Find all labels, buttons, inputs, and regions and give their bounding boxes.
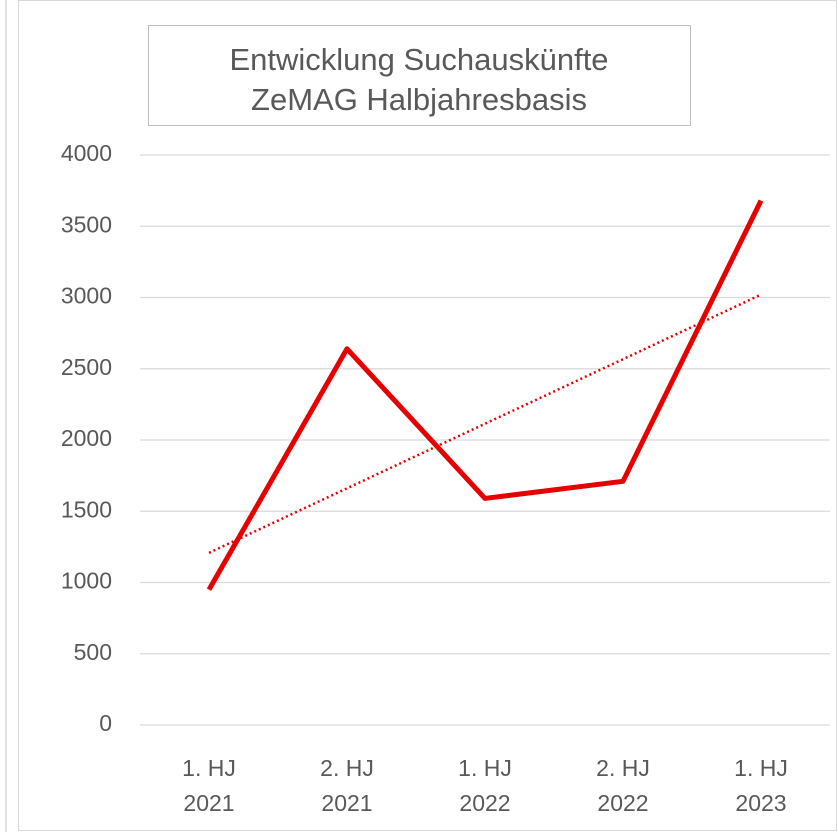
x-tick-label: 1. HJ	[458, 755, 512, 781]
title-box	[148, 25, 691, 126]
y-tick-label: 2500	[61, 354, 112, 380]
chart-title: Entwicklung Suchauskünfte	[229, 42, 608, 77]
y-tick-label: 3000	[61, 283, 112, 309]
y-tick-label: 3500	[61, 211, 112, 237]
x-tick-label: 2021	[321, 790, 372, 816]
chart-frame	[18, 0, 837, 831]
y-tick-label: 0	[99, 710, 112, 736]
x-tick-label: 2023	[735, 790, 786, 816]
x-tick-label: 2. HJ	[596, 755, 650, 781]
y-tick-label: 500	[74, 639, 112, 665]
y-tick-label: 1500	[61, 496, 112, 522]
trendline	[208, 293, 762, 554]
x-tick-label: 2022	[597, 790, 648, 816]
data-line	[206, 199, 764, 591]
y-tick-label: 4000	[61, 140, 112, 166]
y-tick-label: 2000	[61, 425, 112, 451]
chart-title: ZeMAG Halbjahresbasis	[251, 82, 587, 117]
x-tick-label: 2022	[459, 790, 510, 816]
x-tick-label: 2021	[183, 790, 234, 816]
x-tick-label: 1. HJ	[182, 755, 236, 781]
x-tick-label: 1. HJ	[734, 755, 788, 781]
x-tick-label: 2. HJ	[320, 755, 374, 781]
y-tick-label: 1000	[61, 568, 112, 594]
